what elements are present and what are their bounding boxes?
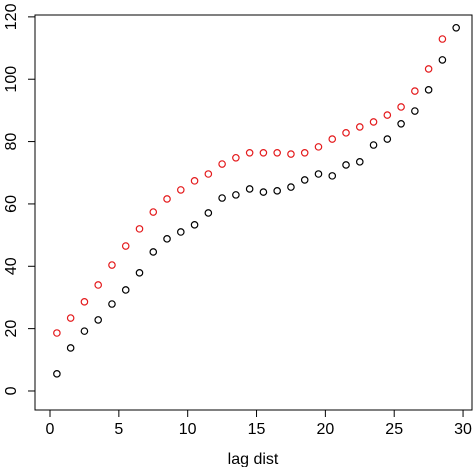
point [135,269,144,277]
point [342,129,350,137]
point [314,170,323,178]
point [149,248,158,256]
point [245,185,254,193]
y-tick-label: 40 [3,257,20,275]
point [369,118,378,126]
point [300,148,309,157]
x-tick-label: 25 [385,421,403,438]
point [300,176,309,184]
point [424,65,433,73]
x-tick-label: 15 [248,421,266,438]
point [369,141,378,149]
point [273,187,281,195]
plot-frame [34,14,473,411]
y-tick-label: 80 [3,133,20,151]
point [397,120,405,128]
point [232,153,240,162]
y-tick-label: 100 [3,66,20,93]
point [383,135,392,143]
point [314,143,323,151]
point [177,186,185,194]
x-tick-label: 0 [46,421,55,438]
point [452,23,460,32]
x-tick-label: 10 [179,421,197,438]
point [177,228,185,236]
point [383,111,392,119]
point [94,281,102,289]
point [149,208,158,216]
point [108,300,116,308]
point [53,370,61,378]
x-axis-label: lag dist [228,451,279,467]
point [411,107,419,115]
point [204,209,213,217]
point [80,327,89,335]
point [397,103,405,111]
point [273,148,281,157]
point [121,286,130,294]
point [411,87,419,95]
point [163,235,171,243]
point [66,314,75,322]
y-tick-label: 20 [3,320,20,338]
point [328,135,337,143]
x-tick-label: 5 [114,421,123,438]
point [424,86,433,94]
point [163,195,171,203]
point [245,148,254,157]
point [121,242,130,250]
point [94,316,102,324]
point [287,183,295,191]
point [259,188,268,196]
point [355,158,364,166]
point [355,123,364,131]
x-tick-label: 30 [454,421,472,438]
point [80,298,89,306]
point [204,170,213,178]
point [108,261,116,269]
y-tick-label: 0 [3,386,20,395]
point [259,148,268,157]
point [342,161,350,169]
point [53,329,61,337]
y-tick-label: 120 [3,3,20,30]
point [218,160,226,168]
point [438,35,447,43]
point [190,177,199,185]
point [328,172,337,180]
point [135,225,144,233]
point [287,150,295,158]
x-tick-label: 20 [316,421,334,438]
point [438,56,447,64]
point [232,191,240,199]
point [218,194,226,202]
point [190,221,199,229]
y-tick-label: 60 [3,195,20,213]
point [66,344,75,352]
